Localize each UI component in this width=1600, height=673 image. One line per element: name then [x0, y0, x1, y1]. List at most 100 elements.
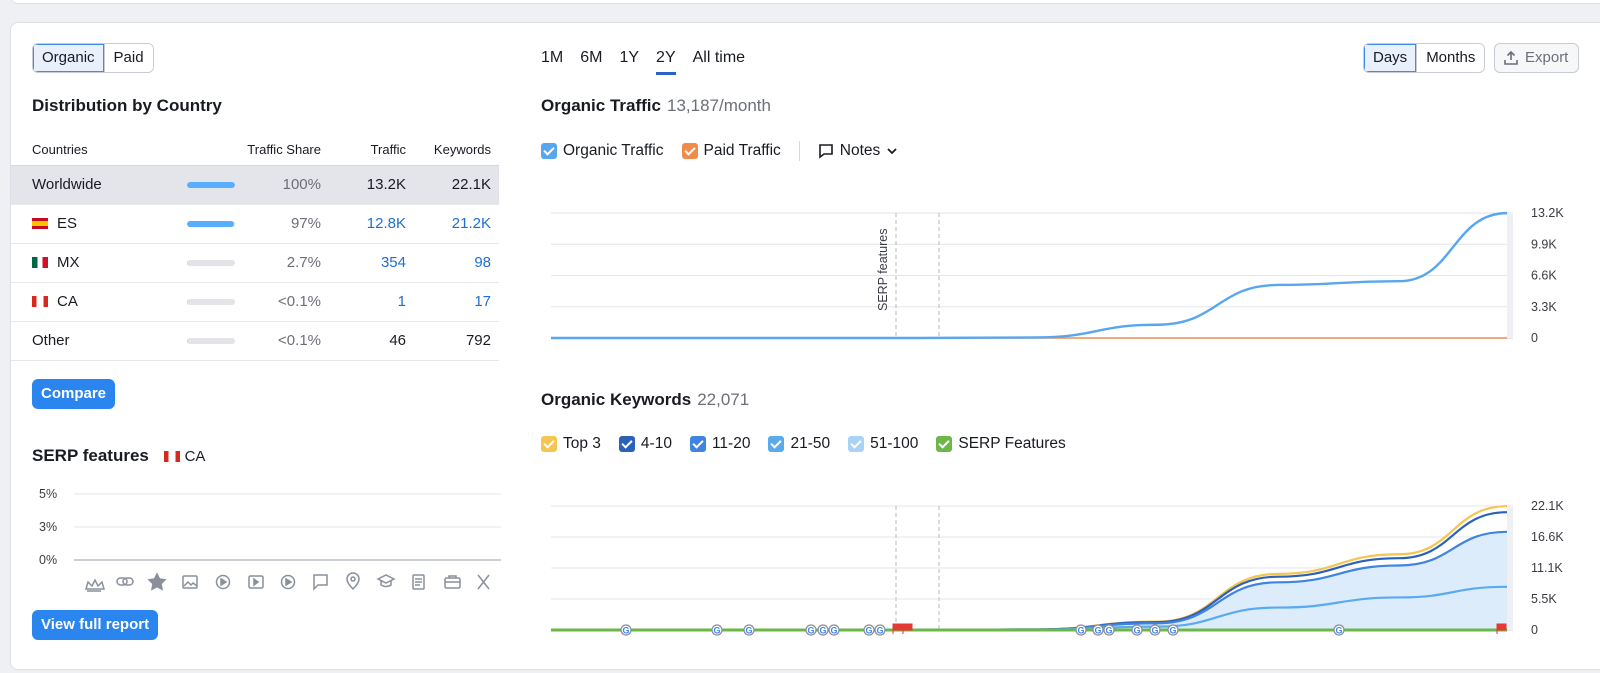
y-tick-label: 5.5K: [1531, 592, 1557, 606]
traffic-link[interactable]: 1: [329, 282, 414, 322]
table-row[interactable]: Worldwide 100% 13.2K 22.1K: [11, 165, 499, 205]
notes-dropdown[interactable]: Notes: [818, 142, 899, 160]
view-full-report-button[interactable]: View full report: [32, 610, 159, 640]
share-bar: [187, 298, 235, 305]
divider: [798, 141, 800, 161]
crown-icon[interactable]: [85, 578, 105, 592]
table-row[interactable]: CA <0.1% 1 17: [11, 282, 499, 322]
days-tab[interactable]: Days: [1364, 44, 1417, 72]
traffic-link[interactable]: 354: [329, 243, 414, 283]
local-pack-icon[interactable]: [346, 572, 360, 591]
organic-tab[interactable]: Organic: [33, 44, 104, 72]
tab-2y[interactable]: 2Y: [656, 49, 676, 75]
x-twitter-icon[interactable]: [477, 574, 490, 590]
export-icon: [1504, 51, 1518, 65]
export-button[interactable]: Export: [1494, 43, 1580, 73]
legend-21-50[interactable]: 21-50: [768, 435, 830, 453]
serp-ytick: 3%: [39, 520, 57, 534]
table-row[interactable]: Other <0.1% 46 792: [11, 321, 499, 361]
google-update-icon: [863, 624, 875, 636]
jobs-icon[interactable]: [444, 575, 461, 589]
col-keywords: Keywords: [414, 135, 499, 166]
star-icon[interactable]: [147, 572, 167, 591]
y-tick-label: 22.1K: [1531, 499, 1564, 513]
share-bar: [187, 259, 235, 266]
google-update-icon: G: [807, 626, 814, 636]
link-icon[interactable]: [116, 577, 134, 586]
serp-ytick: 5%: [39, 487, 57, 501]
google-update-icon: G: [745, 626, 752, 636]
tab-6m[interactable]: 6M: [580, 49, 603, 66]
paid-tab[interactable]: Paid: [103, 44, 153, 72]
serp-country: CA: [184, 448, 206, 465]
checkbox-icon: [681, 143, 698, 159]
google-update-icon: [817, 624, 829, 636]
google-update-icon: [874, 624, 886, 636]
legend-4-10[interactable]: 4-10: [618, 435, 672, 453]
flag-note-icon: [1496, 623, 1507, 634]
keywords-link[interactable]: 98: [414, 243, 499, 283]
google-update-icon: G: [1335, 626, 1342, 636]
y-tick-label: 0: [1531, 623, 1538, 637]
share-value: 100%: [282, 176, 321, 193]
keywords-value: 22.1K: [414, 165, 499, 205]
google-update-icon: [1103, 624, 1115, 636]
legend-11-20[interactable]: 11-20: [689, 435, 750, 453]
tab-1y[interactable]: 1Y: [619, 49, 640, 66]
video-icon[interactable]: [215, 574, 231, 590]
country-name: Worldwide: [11, 165, 179, 205]
keywords-link[interactable]: 17: [414, 282, 499, 322]
keywords-legend: Top 3 4-10 11-20 21-50 51-100 SERP Featu…: [541, 435, 1084, 453]
flag-es-icon: [32, 218, 48, 229]
google-update-icon: G: [876, 626, 883, 636]
country-name: CA: [11, 282, 179, 322]
google-update-icon: G: [830, 626, 837, 636]
play-icon[interactable]: [280, 574, 296, 590]
y-tick-label: 16.6K: [1531, 530, 1564, 544]
report-panel: Organic Paid Distribution by Country Cou…: [10, 22, 1600, 670]
traffic-link[interactable]: 12.8K: [329, 204, 414, 244]
google-update-icon: G: [1151, 626, 1158, 636]
share-value: <0.1%: [278, 332, 321, 349]
share-bar-fill: [187, 220, 234, 227]
organic-keywords-chart: 22.1K 16.6K 11.1K 5.5K 0 Oct 1 Jan 1 Apr 1 Jul 1…: [550, 499, 1564, 648]
x-tick-label: Oct 1: [1137, 647, 1167, 648]
legend-paid-traffic[interactable]: Paid Traffic: [681, 142, 781, 160]
months-tab[interactable]: Months: [1416, 44, 1485, 72]
table-header: Countries Traffic Share Traffic Keywords: [11, 135, 499, 166]
table-row[interactable]: ES 97% 12.8K 21.2K: [11, 204, 499, 244]
flag-mx-icon: [32, 257, 48, 268]
image-icon[interactable]: [182, 575, 198, 589]
google-update-icon: G: [713, 626, 720, 636]
legend-organic-traffic[interactable]: Organic Traffic: [541, 142, 664, 160]
legend-serp-features[interactable]: SERP Features: [936, 435, 1066, 453]
compare-button[interactable]: Compare: [32, 379, 116, 409]
keywords-link[interactable]: 21.2K: [414, 204, 499, 244]
faq-icon[interactable]: [313, 574, 328, 591]
flag-note-icon: [902, 623, 913, 634]
share-cell: 100%: [179, 165, 329, 205]
y-tick-label: 3.3K: [1531, 300, 1557, 314]
news-icon[interactable]: [412, 574, 425, 590]
tab-all-time[interactable]: All time: [692, 49, 746, 66]
share-bar-fill: [187, 259, 189, 266]
traffic-legend: Organic Traffic Paid Traffic Notes: [541, 141, 916, 161]
x-tick-label: Jul 1: [1018, 647, 1044, 648]
share-cell: 2.7%: [179, 243, 329, 283]
education-icon[interactable]: [376, 574, 396, 588]
keywords-value: 792: [414, 321, 499, 361]
legend-51-100[interactable]: 51-100: [848, 435, 918, 453]
google-update-icon: [620, 624, 632, 636]
flag-note-icon: [892, 623, 903, 634]
share-bar: [187, 337, 235, 344]
keywords-area-fill: [551, 531, 1507, 630]
table-row[interactable]: MX 2.7% 354 98: [11, 243, 499, 283]
video-carousel-icon[interactable]: [248, 575, 264, 589]
legend-top-3[interactable]: Top 3: [541, 435, 601, 453]
share-bar-fill: [187, 298, 188, 305]
period-tabs: 1M 6M 1Y 2Y All time: [541, 49, 745, 75]
google-update-icon: G: [1094, 626, 1101, 636]
checkbox-icon: [541, 143, 557, 159]
tab-1m[interactable]: 1M: [541, 49, 564, 66]
share-cell: 97%: [179, 204, 329, 244]
